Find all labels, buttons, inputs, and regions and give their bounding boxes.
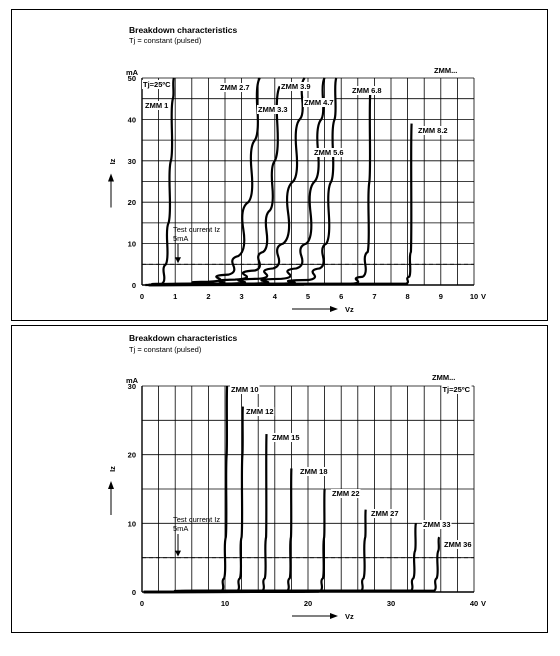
y-unit-label: mA	[126, 376, 139, 385]
y-tick-label: 10	[128, 519, 136, 528]
x-tick-label: 40	[470, 599, 478, 608]
series-label-background	[144, 101, 170, 110]
y-tick-label: 0	[132, 588, 136, 597]
x-tick-label: 4	[273, 292, 278, 301]
x-tick-label: 0	[140, 599, 144, 608]
series-label-background	[331, 489, 361, 498]
series-label-background	[370, 509, 400, 518]
series-label-zmm-15: ZMM 15	[272, 433, 300, 442]
series-curve-zmm-18	[143, 468, 293, 594]
series-label-zmm-4-7: ZMM 4.7	[304, 98, 334, 107]
series-label-zmm-1: ZMM 1	[145, 101, 168, 110]
test-current-label: Test current Iz	[173, 225, 220, 234]
y-tick-label: 30	[128, 157, 136, 166]
y-tick-label: 20	[128, 451, 136, 460]
y-axis-title: Iz	[108, 158, 117, 164]
y-axis-arrowhead	[108, 481, 114, 489]
y-axis-title: Iz	[108, 466, 117, 472]
y-tick-label: 20	[128, 198, 136, 207]
x-tick-label: 20	[304, 599, 312, 608]
test-current-label: Test current Iz	[173, 515, 220, 524]
x-axis-title: Vz	[345, 305, 354, 314]
x-tick-label: 5	[306, 292, 310, 301]
x-tick-label: 0	[140, 292, 144, 301]
test-current-arrowhead	[175, 257, 181, 264]
series-label-background	[351, 86, 383, 95]
chart-panel-top: Breakdown characteristics Tj = constant (…	[11, 9, 548, 321]
x-axis-arrowhead	[330, 306, 338, 312]
series-label-background	[257, 105, 289, 114]
series-label-background	[443, 540, 473, 549]
x-tick-label: 10	[470, 292, 478, 301]
series-label-zmm-3-9: ZMM 3.9	[281, 82, 311, 91]
series-label-zmm-36: ZMM 36	[444, 540, 472, 549]
x-tick-label: 6	[339, 292, 343, 301]
y-tick-label: 50	[128, 74, 136, 83]
x-axis-title: Vz	[345, 612, 354, 621]
series-label-background	[280, 82, 312, 91]
condition-label-background	[142, 80, 173, 89]
series-label-background	[219, 83, 251, 92]
temperature-condition-label: Tj=25ºC	[442, 385, 470, 394]
chart-subtitle: Tj = constant (pulsed)	[129, 345, 202, 354]
series-label-zmm-5-6: ZMM 5.6	[314, 148, 344, 157]
series-label-background	[299, 467, 329, 476]
series-label-zmm-27: ZMM 27	[371, 509, 399, 518]
series-label-zmm-18: ZMM 18	[300, 467, 328, 476]
test-current-arrowhead	[175, 550, 181, 557]
series-label-zmm-33: ZMM 33	[423, 520, 451, 529]
series-label-background	[271, 433, 301, 442]
x-tick-label: 10	[221, 599, 229, 608]
family-label: ZMM...	[432, 373, 455, 382]
series-curve-zmm-8-2	[148, 123, 413, 287]
series-label-zmm-12: ZMM 12	[246, 407, 274, 416]
x-tick-label: 8	[406, 292, 410, 301]
x-tick-label: 3	[240, 292, 244, 301]
chart-panel-bottom: Breakdown characteristics Tj = constant (…	[11, 325, 548, 633]
chart-title: Breakdown characteristics	[129, 25, 237, 35]
series-label-zmm-2-7: ZMM 2.7	[220, 83, 250, 92]
series-curve-zmm-22	[143, 488, 326, 594]
series-label-zmm-8-2: ZMM 8.2	[418, 126, 448, 135]
series-label-background	[313, 148, 345, 157]
series-curve-zmm-15	[143, 434, 268, 594]
series-label-background	[245, 407, 275, 416]
x-axis-arrowhead	[330, 613, 338, 619]
chart-title: Breakdown characteristics	[129, 333, 237, 343]
test-current-value: 5mA	[173, 234, 188, 243]
y-unit-label: mA	[126, 68, 139, 77]
x-tick-label: 30	[387, 599, 395, 608]
family-label: ZMM...	[434, 66, 457, 75]
series-label-background	[230, 385, 260, 394]
x-tick-label: 2	[206, 292, 210, 301]
series-label-zmm-10: ZMM 10	[231, 385, 259, 394]
test-current-value: 5mA	[173, 524, 188, 533]
series-curve-zmm-36	[143, 536, 441, 594]
x-tick-label: 9	[439, 292, 443, 301]
breakdown-chart-bottom: Breakdown characteristics Tj = constant (…	[108, 333, 486, 621]
y-tick-label: 0	[132, 281, 136, 290]
temperature-condition-label: Tj=25ºC	[143, 80, 171, 89]
series-label-zmm-22: ZMM 22	[332, 489, 360, 498]
series-label-background	[417, 126, 449, 135]
x-tick-label: 7	[372, 292, 376, 301]
x-unit-label: V	[481, 292, 486, 301]
chart-subtitle: Tj = constant (pulsed)	[129, 36, 202, 45]
condition-label-background	[441, 385, 472, 394]
x-tick-label: 1	[173, 292, 177, 301]
y-tick-label: 30	[128, 382, 136, 391]
series-label-background	[422, 520, 452, 529]
series-label-zmm-3-3: ZMM 3.3	[258, 105, 288, 114]
y-axis-arrowhead	[108, 173, 114, 182]
series-label-zmm-6-8: ZMM 6.8	[352, 86, 382, 95]
x-unit-label: V	[481, 599, 486, 608]
series-label-background	[303, 98, 335, 107]
y-tick-label: 10	[128, 240, 136, 249]
y-tick-label: 40	[128, 115, 136, 124]
